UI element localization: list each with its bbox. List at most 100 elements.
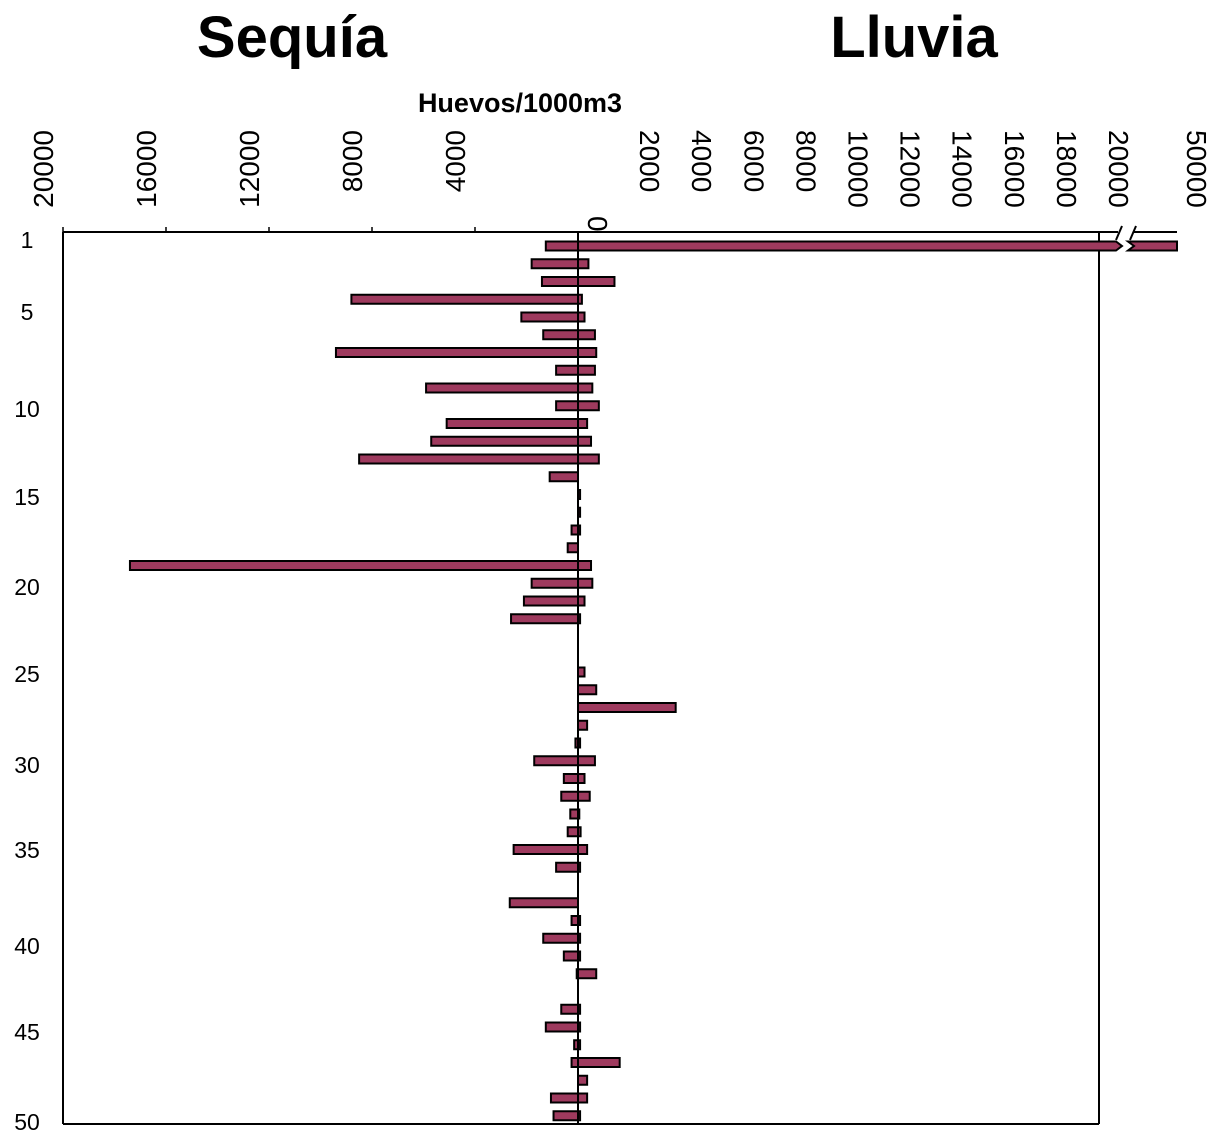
x-tick-label-left: 4000 (440, 130, 471, 192)
bar-sequia (566, 542, 580, 554)
bar-lluvia (577, 1003, 582, 1015)
bar-sequia (566, 826, 580, 838)
bar-sequia (445, 418, 579, 429)
bar-sequia (510, 613, 579, 625)
bar-lluvia (577, 347, 598, 358)
y-tick-label: 40 (14, 933, 40, 959)
bar-sequia (430, 435, 579, 447)
x-tick-label-right: 4000 (686, 130, 717, 192)
plot-frame (62, 225, 1177, 1125)
bar-sequia (562, 773, 580, 784)
bar-lluvia (577, 418, 589, 429)
x-tick-label-right: 6000 (738, 130, 769, 192)
bar-lluvia (577, 702, 677, 713)
x-tick-label-right: 2000 (634, 130, 665, 192)
bar-sequia (425, 382, 580, 394)
bar-lluvia (577, 560, 593, 571)
y-tick-label: 25 (14, 661, 40, 687)
bar-lluvia (577, 1110, 582, 1122)
axis-break-mark-1 (1115, 225, 1123, 241)
bar-sequia (542, 329, 579, 341)
bar-sequia (508, 897, 580, 909)
y-tick-label: 5 (21, 299, 34, 325)
bar-lluvia (577, 293, 583, 305)
bar-lluvia (577, 595, 586, 607)
bar-sequia (555, 400, 579, 412)
bar-lluvia (577, 684, 598, 696)
bar-lluvia (577, 915, 582, 926)
axis-break-mark-2 (1129, 225, 1137, 241)
x-tick-label-left: 8000 (337, 130, 368, 192)
bar-sequia (540, 276, 580, 287)
y-tick-label: 45 (14, 1019, 40, 1045)
bar-sequia (552, 1110, 579, 1122)
x-tick-label-right: 20000 (1103, 130, 1134, 208)
x-tick-label-right: 0 (582, 216, 613, 232)
y-tick-label: 35 (14, 837, 40, 863)
bar-lluvia (577, 577, 594, 589)
bar-lluvia (577, 613, 582, 625)
x-tick-label-left: 20000 (28, 130, 59, 208)
bar-sequia (544, 1021, 579, 1033)
bar-sequia (569, 808, 580, 820)
bar-sequia (530, 577, 580, 589)
y-tick-label: 30 (14, 752, 40, 778)
bar-sequia (533, 755, 579, 767)
bar-lluvia (577, 311, 586, 323)
bar-lluvia (577, 400, 600, 412)
bar-sequia (512, 844, 579, 855)
x-tick-label-right: 50000 (1181, 130, 1212, 208)
bar-sequia (555, 861, 579, 873)
x-tick-label-right: 8000 (790, 130, 821, 192)
x-tick-label-right: 14000 (947, 130, 978, 208)
bar-sequia (555, 364, 579, 376)
x-tick-label-right: 10000 (843, 130, 874, 208)
bar-lluvia (577, 1021, 582, 1033)
y-tick-label: 15 (14, 484, 40, 510)
y-tick-label: 50 (14, 1109, 40, 1131)
bar-lluvia (577, 666, 586, 678)
bar-lluvia (577, 1057, 621, 1068)
bars (128, 240, 1178, 1122)
bar-lluvia (577, 932, 582, 944)
bar-sequia (562, 950, 580, 962)
bar-lluvia (577, 808, 581, 820)
bar-lluvia (577, 276, 616, 287)
bar-lluvia (577, 258, 590, 270)
bar-lluvia (577, 329, 596, 341)
bar-lluvia (577, 1074, 589, 1086)
bar-lluvia (577, 755, 596, 767)
y-tick-label: 20 (14, 574, 40, 600)
bar-lluvia (577, 968, 598, 980)
bar-lluvia (577, 240, 1124, 252)
bar-sequia (350, 293, 579, 305)
y-tick-label: 1 (21, 227, 34, 253)
bar-lluvia (577, 844, 589, 855)
bar-lluvia (577, 489, 582, 500)
y-tick-label: 10 (14, 396, 40, 422)
x-tick-label-right: 16000 (999, 130, 1030, 208)
bar-sequia (522, 595, 579, 607)
x-tick-label-right: 12000 (895, 130, 926, 208)
x-tick-label-right: 18000 (1051, 130, 1082, 208)
bar-lluvia (577, 364, 596, 376)
bar-lluvia (577, 790, 591, 802)
bar-lluvia (577, 382, 594, 394)
bar-lluvia (577, 435, 593, 447)
bar-sequia (560, 790, 580, 802)
bar-lluvia (577, 1092, 589, 1104)
x-tick-label-left: 12000 (234, 130, 265, 208)
bar-sequia (549, 1092, 580, 1104)
bar-lluvia (577, 950, 582, 962)
bar-sequia (542, 932, 579, 944)
bar-sequia (548, 471, 579, 483)
bar-lluvia (577, 773, 586, 784)
bar-sequia (560, 1003, 580, 1015)
bar-lluvia (577, 524, 582, 536)
bar-lluvia (577, 506, 582, 518)
bar-lluvia (577, 453, 600, 465)
drought-title: Sequía (197, 5, 388, 70)
bar-lluvia (577, 1039, 582, 1051)
